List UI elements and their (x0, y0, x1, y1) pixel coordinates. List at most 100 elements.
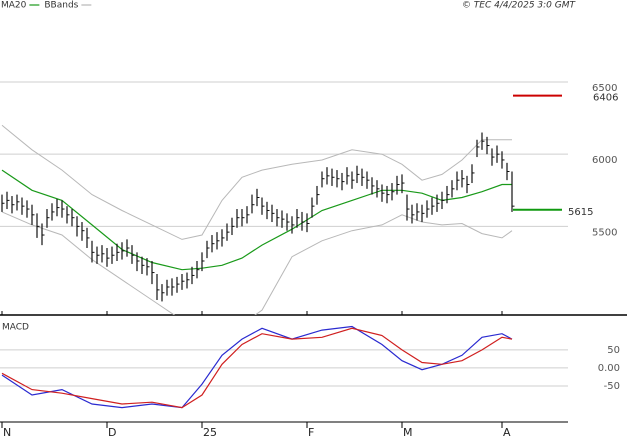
price-bar (101, 245, 105, 263)
price-bar (221, 229, 225, 247)
price-bar (231, 217, 235, 236)
price-bar (466, 175, 470, 194)
price-bar (341, 172, 345, 191)
price-bar (331, 168, 335, 186)
price-bar (166, 279, 170, 296)
price-bar (126, 239, 130, 257)
price-bar (41, 223, 45, 246)
price-bar (266, 201, 270, 220)
panel-title: MACD (2, 323, 29, 333)
price-bar (151, 261, 155, 285)
price-bar (311, 197, 315, 218)
price-bar (186, 272, 190, 289)
price-bar (471, 164, 475, 184)
y-tick-label: 5500 (592, 227, 617, 238)
price-bar (51, 203, 55, 221)
price-bar (396, 175, 400, 195)
price-bar (246, 206, 250, 224)
price-bar (236, 209, 240, 228)
plot-area (1, 325, 513, 409)
price-bar (16, 194, 20, 211)
price-bar (511, 171, 515, 212)
price-bar (391, 183, 395, 201)
price-bar (26, 200, 30, 218)
price-bar (451, 180, 455, 198)
price-bar (261, 197, 265, 215)
price-bar (421, 204, 425, 223)
price-bar (121, 242, 125, 260)
price-bar (361, 168, 365, 186)
price-bar (291, 216, 295, 234)
plot-area (1, 124, 515, 315)
x-tick-label: A (503, 426, 511, 439)
source: © TEC 4/4/2025 3:0 GMT (462, 1, 577, 11)
price-bar (106, 248, 110, 267)
price-bar (436, 194, 440, 212)
price-bar (346, 167, 350, 185)
price-bar (216, 232, 220, 250)
price-bar (351, 171, 355, 189)
price-bar (496, 145, 500, 163)
legend-label: BBands (44, 1, 78, 11)
price-bar (206, 240, 210, 259)
price-bar (431, 197, 435, 215)
price-bar (76, 216, 80, 237)
price-bar (416, 203, 420, 221)
x-tick-label: F (308, 426, 314, 439)
price-bar (376, 180, 380, 198)
price-bar (306, 213, 310, 233)
price-bar (486, 136, 490, 155)
price-bar (366, 171, 370, 189)
price-bar (111, 246, 115, 264)
price-bar (1, 194, 5, 212)
price-bar (191, 266, 195, 285)
price-bar (161, 284, 165, 302)
price-bar (251, 194, 255, 214)
price-bar (131, 245, 135, 264)
y-tick-label: 6000 (592, 155, 617, 166)
price-bar (56, 198, 60, 217)
band-line (1, 124, 512, 240)
x-tick-label: 25 (203, 426, 217, 439)
price-bar (116, 243, 120, 262)
price-bar (226, 223, 230, 241)
price-bar (176, 276, 180, 293)
price-bar (401, 174, 405, 194)
price-bar (211, 235, 215, 253)
price-bar (81, 222, 85, 241)
price-bar (501, 151, 505, 169)
band-line (1, 211, 513, 315)
price-bar (136, 252, 140, 272)
price-bar (426, 200, 430, 218)
price-bar (86, 227, 90, 249)
price-bar (381, 184, 385, 202)
price-bar (281, 210, 285, 228)
price-bar (71, 209, 75, 227)
price-bar (241, 209, 245, 227)
price-bar (356, 165, 360, 184)
price-bar (506, 162, 510, 181)
price-bar (201, 252, 205, 272)
y-tick-label: 0.00 (598, 363, 620, 374)
price-bar (441, 191, 445, 210)
ma-line (1, 169, 512, 271)
x-tick-label: D (108, 426, 116, 439)
y-tick-label: 6500 (592, 83, 617, 94)
price-bar (371, 177, 375, 195)
price-bar (326, 167, 330, 185)
price-bar (146, 258, 150, 276)
price-bar (271, 204, 275, 223)
price-bar (171, 278, 175, 296)
price-bar (481, 132, 485, 150)
price-bar (181, 274, 185, 290)
price-bar (31, 204, 35, 225)
x-tick-label: N (3, 426, 11, 439)
price-bar (301, 211, 305, 231)
price-bar (461, 170, 465, 188)
price-bar (336, 170, 340, 188)
price-bar (91, 240, 95, 263)
y-tick-label: 50 (607, 345, 620, 356)
price-bar (406, 194, 410, 221)
price-bar (96, 246, 100, 264)
